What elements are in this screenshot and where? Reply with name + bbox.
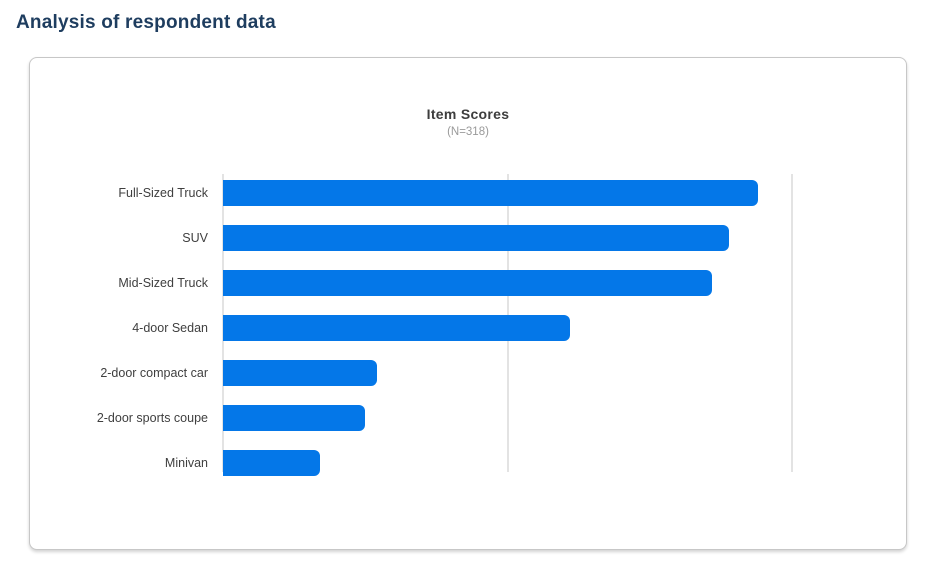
- bar-track: [223, 216, 792, 261]
- bar-track: [223, 261, 792, 306]
- chart-title: Item Scores: [426, 106, 510, 122]
- category-label: 4-door Sedan: [132, 321, 208, 335]
- bar-track: [223, 351, 792, 396]
- chart-header: Item Scores (N=318): [30, 58, 906, 138]
- bar-track: [223, 441, 792, 486]
- bar-full-sized-truck[interactable]: [223, 180, 758, 206]
- bar-track: [223, 396, 792, 441]
- category-label: 2-door compact car: [100, 366, 208, 380]
- bar-track: [223, 306, 792, 351]
- bar-4-door-sedan[interactable]: [223, 315, 571, 341]
- category-label: Minivan: [164, 456, 208, 470]
- category-label: SUV: [182, 231, 208, 245]
- bar-minivan[interactable]: [223, 450, 320, 476]
- category-label: 2-door sports coupe: [96, 411, 208, 425]
- gridline: [791, 174, 793, 472]
- page: { "page": { "title": "Analysis of respon…: [0, 12, 928, 570]
- bar-track: [223, 171, 792, 216]
- report-card: Item Scores (N=318) Full-Sized Truck SUV M…: [29, 57, 907, 550]
- category-label: Full-Sized Truck: [118, 186, 208, 200]
- bar-mid-sized-truck[interactable]: [223, 270, 713, 296]
- page-title: Analysis of respondent data: [16, 12, 276, 33]
- bar-2-door-compact-car[interactable]: [223, 360, 377, 386]
- bar-plot: Full-Sized Truck SUV Mid-Sized Truck 4-door…: [30, 171, 793, 486]
- category-label: Mid-Sized Truck: [118, 276, 208, 290]
- bar-2-door-sports-coupe[interactable]: [223, 405, 366, 431]
- bar-suv[interactable]: [223, 225, 730, 251]
- chart-sample-size: (N=318): [447, 126, 489, 138]
